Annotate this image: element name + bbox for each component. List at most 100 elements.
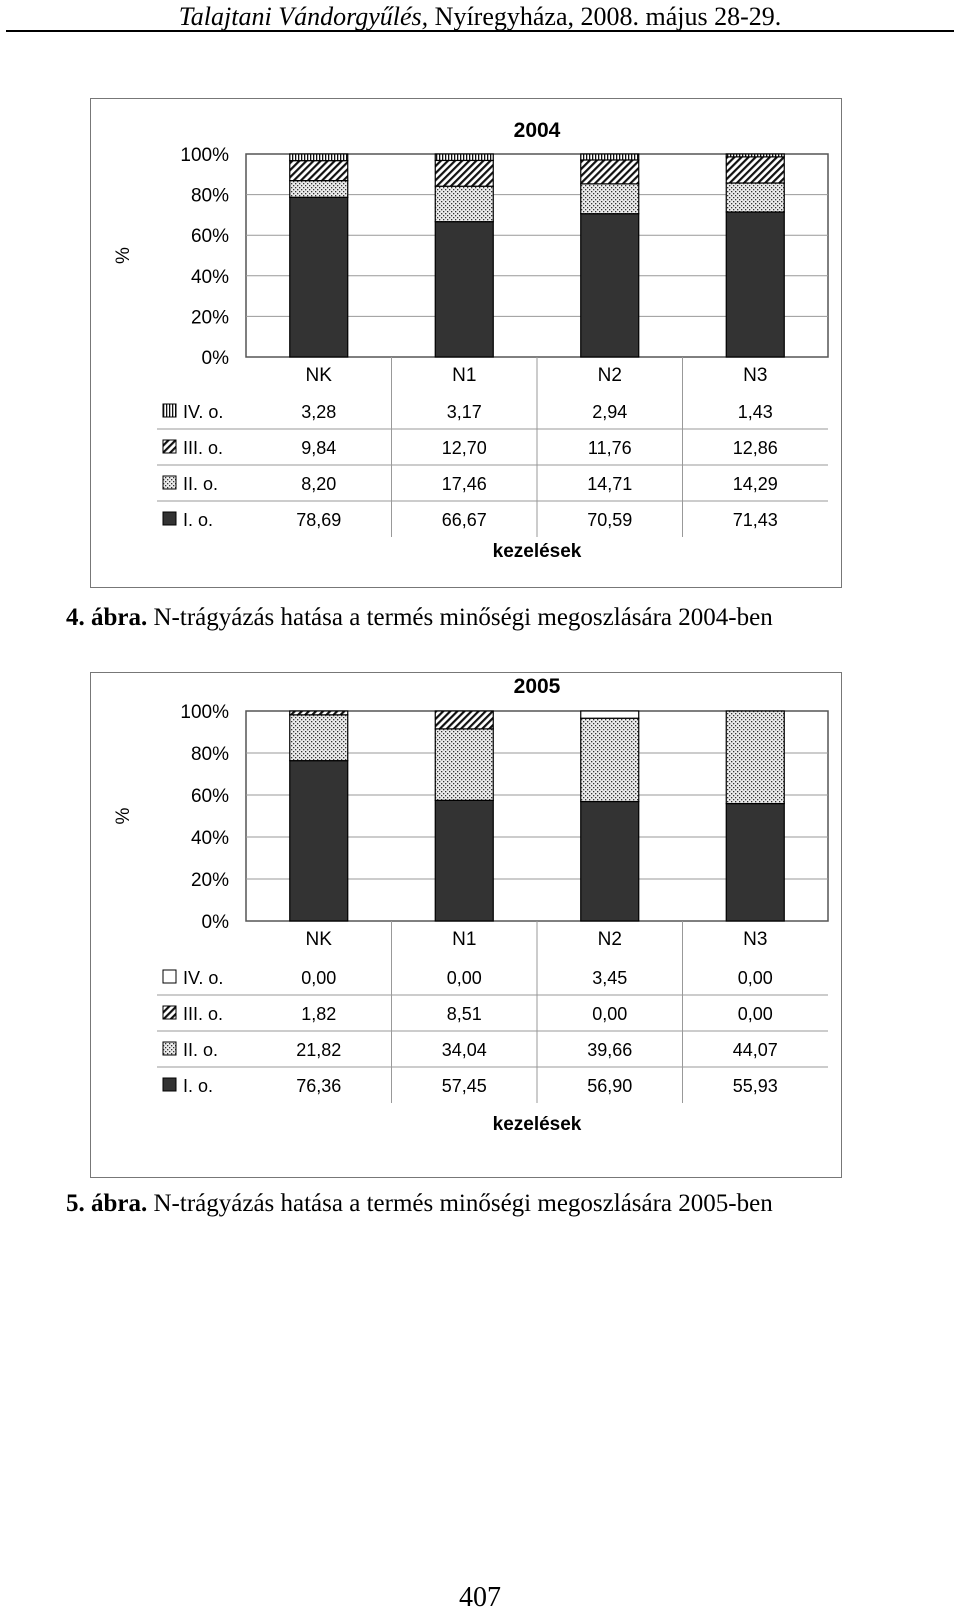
caption-label: 4. ábra. (66, 604, 148, 631)
data-label: 1,82 (301, 1004, 336, 1024)
data-label: 76,36 (296, 1076, 341, 1096)
bar-segment-IV-N2 (580, 710, 640, 719)
bar-segment-III-N3 (725, 156, 785, 184)
bar-segment-I-NK (289, 760, 349, 922)
data-label: 12,70 (442, 438, 487, 458)
y-tick-label: 100% (180, 702, 229, 723)
legend-label: III. o. (183, 1004, 223, 1024)
data-label: 17,46 (442, 474, 487, 494)
data-label: 2,94 (592, 402, 627, 422)
legend-swatch-IV (162, 403, 177, 418)
caption-text: N-trágyázás hatása a termés minőségi meg… (147, 604, 773, 631)
header-rule (6, 30, 954, 32)
data-label: 71,43 (733, 510, 778, 530)
category-label: N2 (598, 365, 622, 386)
data-label: 0,00 (738, 968, 773, 988)
caption-figure-5: 5. ábra. N-trágyázás hatása a termés min… (66, 1190, 773, 1218)
bar-segment-III-N2 (580, 159, 640, 185)
legend-label: IV. o. (183, 968, 223, 988)
chart-2004-svg: 2004% 0% 20% 40% 60% 80% 100% NK N1 N2 N3 IV. o. 3,2… (113, 119, 829, 562)
running-header: Talajtani Vándorgyűlés, Nyíregyháza, 200… (0, 0, 960, 36)
bar-segment-I-N1 (434, 221, 494, 358)
bar-segment-I-N2 (580, 213, 640, 358)
legend-label: I. o. (183, 1076, 213, 1096)
data-label: 9,84 (301, 438, 336, 458)
header-normal: Nyíregyháza, 2008. május 28-29. (428, 2, 782, 31)
data-label: 0,00 (592, 1004, 627, 1024)
data-label: 44,07 (733, 1040, 778, 1060)
bar-segment-II-N1 (434, 185, 494, 223)
legend-swatch-II (162, 1041, 177, 1056)
y-axis-label: % (113, 807, 134, 824)
chart-2004: 2004% 0% 20% 40% 60% 80% 100% NK N1 N2 N3 IV. o. 3,2… (90, 98, 842, 588)
legend-label: I. o. (183, 510, 213, 530)
data-label: 66,67 (442, 510, 487, 530)
data-label: 0,00 (738, 1004, 773, 1024)
legend-label: II. o. (183, 1040, 218, 1060)
category-label: N1 (452, 365, 476, 386)
bar-segment-III-N1 (434, 159, 494, 187)
y-tick-label: 0% (202, 912, 230, 933)
legend-swatch-II (162, 475, 177, 490)
data-label: 39,66 (587, 1040, 632, 1060)
caption-text: N-trágyázás hatása a termés minőségi meg… (147, 1190, 773, 1217)
bar-segment-II-N2 (580, 183, 640, 215)
bar-segment-I-N3 (725, 211, 785, 358)
data-label: 8,20 (301, 474, 336, 494)
data-label: 3,28 (301, 402, 336, 422)
chart-2005: 2005% 0% 20% 40% 60% 80% 100% NK N1 N2 N3 IV. o. 0,0… (90, 672, 842, 1178)
legend-label: III. o. (183, 438, 223, 458)
x-axis-label: kezelések (493, 1114, 582, 1135)
data-label: 12,86 (733, 438, 778, 458)
bar-segment-II-N1 (434, 728, 494, 801)
data-label: 1,43 (738, 402, 773, 422)
bar-segment-II-N3 (725, 710, 785, 805)
chart-title: 2005 (514, 675, 561, 698)
y-axis-label: % (113, 247, 134, 264)
y-tick-label: 100% (180, 145, 229, 166)
data-label: 14,71 (587, 474, 632, 494)
category-label: N3 (743, 365, 767, 386)
data-label: 3,17 (447, 402, 482, 422)
legend-swatch-I (162, 511, 177, 526)
y-tick-label: 80% (191, 186, 229, 207)
bar-segment-II-N3 (725, 182, 785, 213)
header-text: Talajtani Vándorgyűlés, Nyíregyháza, 200… (0, 2, 960, 32)
data-label: 55,93 (733, 1076, 778, 1096)
data-label: 8,51 (447, 1004, 482, 1024)
bar-segment-I-N1 (434, 799, 494, 922)
bar-segment-IV-N3 (725, 153, 785, 158)
caption-figure-4: 4. ábra. N-trágyázás hatása a termés min… (66, 604, 773, 632)
y-tick-label: 40% (191, 267, 229, 288)
bar-segment-II-NK (289, 714, 349, 762)
bar-segment-II-N2 (580, 717, 640, 803)
y-tick-label: 80% (191, 744, 229, 765)
data-label: 70,59 (587, 510, 632, 530)
data-label: 14,29 (733, 474, 778, 494)
y-tick-label: 60% (191, 786, 229, 807)
bar-segment-III-NK (289, 710, 349, 716)
data-label: 56,90 (587, 1076, 632, 1096)
data-label: 0,00 (447, 968, 482, 988)
category-label: N2 (598, 929, 622, 950)
bar-segment-III-N1 (434, 710, 494, 730)
y-tick-label: 20% (191, 870, 229, 891)
bar-segment-III-NK (289, 160, 349, 182)
data-label: 57,45 (442, 1076, 487, 1096)
legend-label: II. o. (183, 474, 218, 494)
bar-segment-IV-N1 (434, 153, 494, 162)
y-tick-label: 0% (202, 348, 230, 369)
data-label: 3,45 (592, 968, 627, 988)
legend-label: IV. o. (183, 402, 223, 422)
data-label: 78,69 (296, 510, 341, 530)
legend-swatch-IV (162, 969, 177, 984)
bar-segment-I-NK (289, 196, 349, 358)
data-label: 0,00 (301, 968, 336, 988)
legend-swatch-I (162, 1077, 177, 1092)
bar-segment-IV-N2 (580, 153, 640, 161)
data-label: 34,04 (442, 1040, 487, 1060)
caption-label: 5. ábra. (66, 1190, 148, 1217)
legend-swatch-III (162, 439, 177, 454)
category-label: NK (306, 929, 333, 950)
bar-segment-II-NK (289, 180, 349, 198)
